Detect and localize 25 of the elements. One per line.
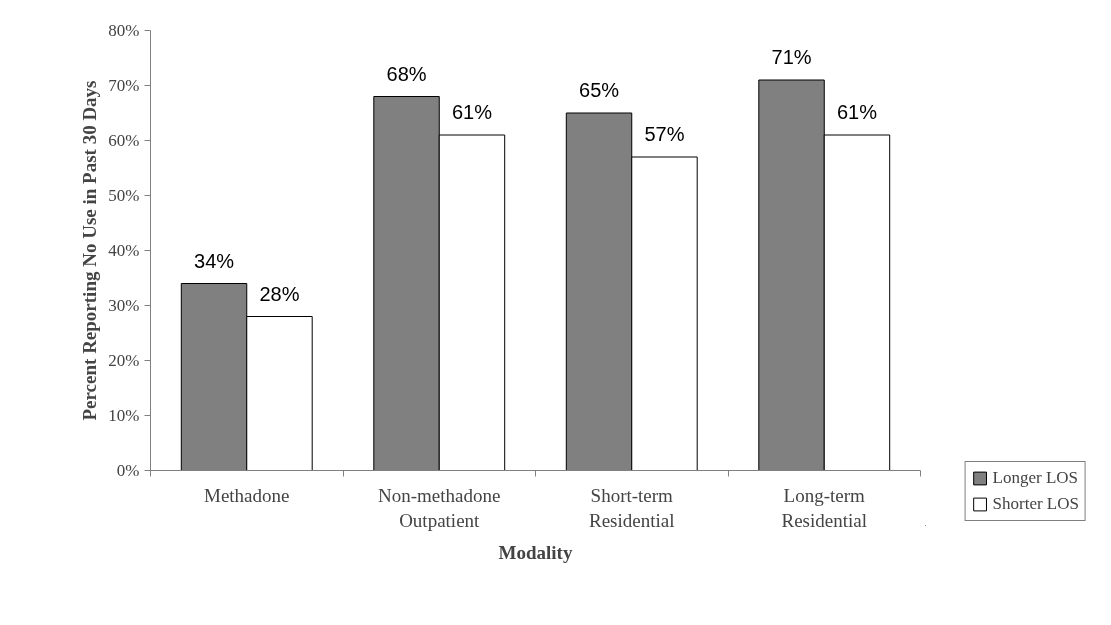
y-axis-title: Percent Reporting No Use in Past 30 Days: [79, 80, 101, 421]
text: 28%: [259, 282, 300, 305]
text: 68%: [386, 62, 427, 85]
text: 61%: [451, 101, 492, 123]
legend-label: Longer LOS: [992, 468, 1079, 488]
y-tick-label: 10%: [108, 406, 140, 425]
text: 57%: [644, 123, 685, 145]
y-tick-label: 70%: [108, 76, 140, 95]
text: 71%: [771, 46, 812, 68]
y-tick-label: 50%: [108, 186, 140, 205]
y-tick-label: 20%: [108, 351, 140, 370]
y-tick-label: 60%: [108, 131, 140, 150]
text: 61%: [836, 101, 877, 123]
x-tick-label: Non-methadone Outpatient: [378, 484, 501, 531]
x-tick-label: Short-term Residential: [589, 484, 675, 531]
y-tick-label: 0%: [116, 461, 140, 480]
x-tick-label: Methadone: [204, 484, 290, 506]
legend-label: Shorter LOS: [992, 494, 1079, 514]
y-tick-label: 80%: [108, 21, 140, 40]
text: 65%: [579, 79, 620, 101]
y-tick-label: 40%: [108, 241, 140, 260]
text: 34%: [194, 249, 235, 272]
x-tick-label: Long-term Residential: [781, 484, 867, 531]
x-axis-title: Modality: [498, 541, 573, 563]
y-tick-label: 30%: [108, 296, 140, 315]
